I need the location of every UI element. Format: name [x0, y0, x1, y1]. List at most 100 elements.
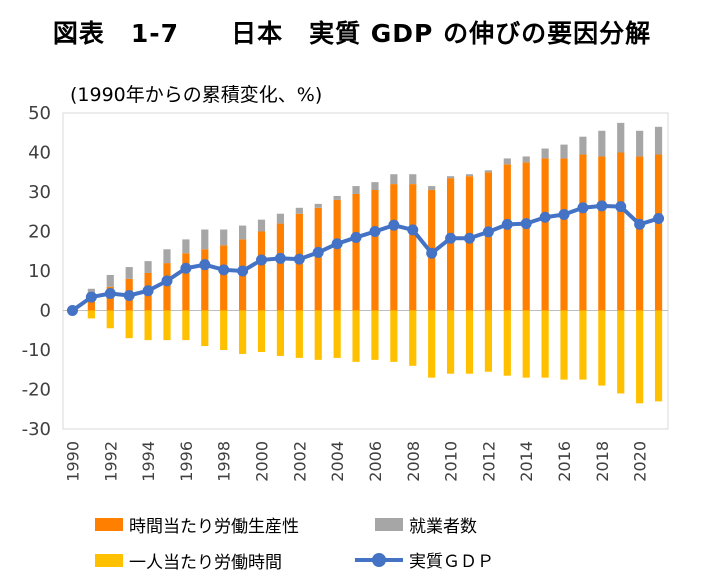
bar-productivity	[276, 223, 285, 311]
gdp-point	[653, 212, 665, 224]
bar-productivity	[579, 154, 587, 311]
gdp-point	[256, 254, 268, 266]
gdp-point	[237, 265, 249, 277]
bar-productivity	[87, 296, 95, 311]
bar-hours	[257, 310, 266, 352]
bar-employment	[560, 144, 568, 159]
gdp-point	[482, 226, 494, 238]
legend-label-employment: 就業者数	[409, 517, 477, 537]
bar-employment	[465, 174, 474, 177]
y-tick-label: 10	[28, 261, 51, 282]
line-layer	[66, 200, 665, 316]
bar-hours	[654, 310, 663, 402]
bar-hours	[333, 310, 341, 358]
gdp-point	[501, 218, 513, 230]
bar-productivity	[371, 190, 379, 311]
gdp-point	[104, 288, 116, 300]
bar-productivity	[446, 178, 455, 311]
bar-hours	[239, 310, 247, 354]
x-tick-label: 2006	[366, 441, 385, 482]
x-tick-label: 2016	[555, 441, 574, 482]
bar-employment	[636, 130, 644, 157]
legend-swatch-hours	[95, 554, 123, 567]
gdp-point	[596, 200, 608, 212]
gdp-point	[463, 232, 475, 244]
bar-productivity	[484, 172, 492, 311]
x-tick-label: 2002	[290, 441, 309, 482]
bar-employment	[257, 219, 266, 232]
gdp-point	[407, 224, 419, 236]
gdp-point	[142, 285, 154, 297]
y-tick-label: 30	[28, 182, 51, 203]
bar-hours	[314, 310, 322, 360]
legend-item-productivity: 時間当たり労働生産性	[95, 512, 299, 537]
bar-hours	[484, 310, 492, 372]
gdp-point	[85, 291, 97, 303]
bar-employment	[220, 229, 228, 246]
y-tick-label: 40	[28, 143, 51, 164]
bar-employment	[598, 130, 606, 157]
x-tick-label: 2010	[442, 441, 461, 482]
bar-hours	[87, 310, 95, 319]
legend-swatch-productivity	[95, 518, 123, 531]
bar-hours	[390, 310, 398, 362]
gdp-point	[539, 211, 551, 223]
bar-productivity	[522, 162, 530, 311]
y-tick-label: -30	[22, 419, 51, 440]
gdp-point	[274, 252, 286, 264]
bar-employment	[617, 122, 625, 153]
gdp-point	[369, 226, 381, 237]
bar-employment	[163, 249, 171, 264]
bar-hours	[522, 310, 530, 378]
bar-employment	[428, 186, 436, 191]
gdp-line	[71, 203, 660, 313]
bar-employment	[239, 225, 247, 240]
bar-productivity	[503, 164, 511, 311]
bar-hours	[503, 310, 511, 376]
gdp-point	[123, 289, 135, 301]
bar-employment	[541, 148, 549, 159]
bar-employment	[352, 186, 360, 194]
bar-employment	[333, 195, 341, 200]
y-tick-label: 20	[28, 222, 51, 243]
bar-hours	[125, 310, 133, 339]
plot-frame	[62, 112, 669, 430]
chart-title: 図表 1-7 日本 実質 GDP の伸びの要因分解	[52, 19, 652, 48]
bar-employment	[484, 170, 492, 173]
gdp-point	[180, 262, 192, 274]
x-tick-label: 1992	[101, 441, 120, 482]
bar-employment	[654, 126, 663, 155]
x-tick-label: 2008	[404, 441, 423, 482]
bar-productivity	[352, 193, 360, 311]
chart-plot: -30 -20 -10 0 10 20 30 40 50 1990 1992 1994 1996 1998…	[22, 103, 669, 482]
legend-label-productivity: 時間当たり労働生産性	[129, 517, 299, 537]
bar-hours	[163, 310, 171, 341]
gdp-point	[577, 202, 589, 214]
bar-hours	[144, 310, 152, 341]
bar-hours	[201, 310, 209, 347]
bar-hours	[598, 310, 606, 386]
x-tick-label: 2004	[328, 441, 347, 482]
gdp-point	[161, 275, 173, 287]
bar-employment	[503, 158, 511, 165]
gdp-point	[558, 209, 570, 221]
bar-hours	[295, 310, 303, 358]
bar-hours	[446, 310, 455, 374]
gdp-point	[520, 218, 532, 230]
gdp-point	[445, 232, 457, 244]
legend-label-gdp: 実質ＧＤＰ	[409, 552, 494, 572]
x-tick-label: 2000	[253, 441, 272, 482]
legend-item-employment: 就業者数	[375, 512, 477, 537]
bar-productivity	[617, 152, 625, 311]
x-tick-label: 1996	[177, 441, 196, 482]
gdp-point	[66, 305, 78, 316]
x-tick-label: 1994	[139, 441, 158, 482]
bar-employment	[295, 207, 303, 214]
bar-hours	[371, 310, 379, 360]
x-tick-label: 2012	[479, 441, 498, 482]
legend-item-gdp: 実質ＧＤＰ	[355, 547, 494, 572]
bar-productivity	[598, 156, 606, 311]
bar-employment	[390, 174, 398, 185]
bar-hours	[541, 310, 549, 378]
x-tick-label: 2018	[593, 441, 612, 482]
